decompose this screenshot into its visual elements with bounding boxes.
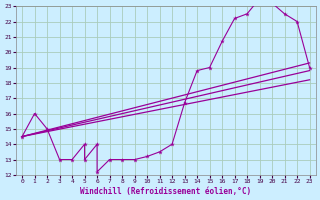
X-axis label: Windchill (Refroidissement éolien,°C): Windchill (Refroidissement éolien,°C) [80, 187, 252, 196]
